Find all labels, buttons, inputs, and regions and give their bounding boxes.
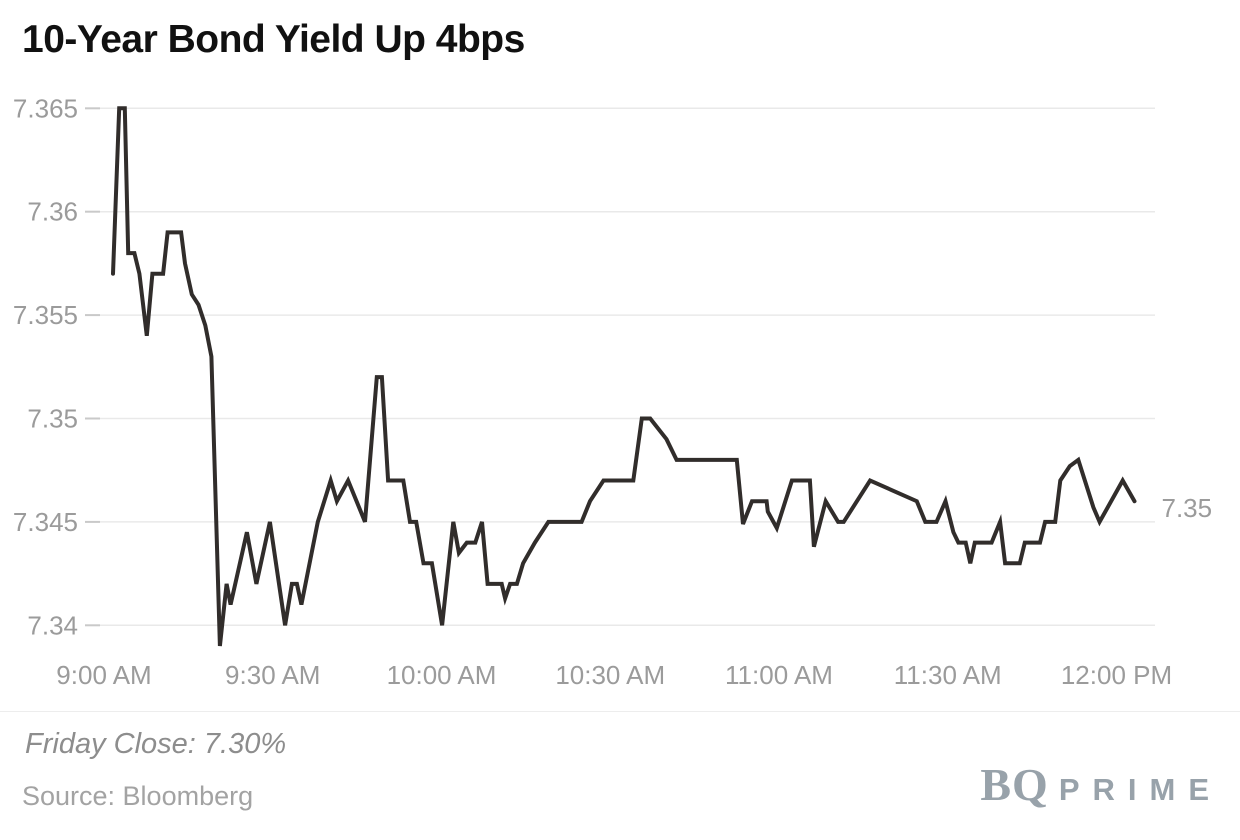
x-tick-label: 9:30 AM — [225, 660, 320, 690]
chart-title: 10-Year Bond Yield Up 4bps — [22, 18, 525, 61]
y-tick-label: 7.345 — [13, 507, 78, 537]
x-tick-label: 9:00 AM — [56, 660, 151, 690]
current-value-label: 7.35 — [1162, 493, 1213, 523]
yield-line — [111, 106, 1137, 647]
y-tick-label: 7.365 — [13, 93, 78, 123]
logo-prime-wordmark: PRIME — [1058, 772, 1222, 807]
x-tick-label: 10:30 AM — [555, 660, 665, 690]
logo-bq-monogram: BQ — [980, 759, 1049, 810]
bq-prime-logo: BQ PRIME — [980, 758, 1222, 811]
yield-line-chart: 7.365 7.36 7.355 7.35 7.345 7.34 9:00 AM 9:30 A… — [13, 93, 1213, 690]
y-tick-label: 7.35 — [27, 404, 78, 434]
y-tick-label: 7.36 — [27, 197, 78, 227]
footer-divider — [0, 711, 1240, 712]
x-tick-label: 11:00 AM — [725, 660, 833, 690]
friday-close-annotation: Friday Close: 7.30% — [25, 728, 287, 760]
x-tick-label: 12:00 PM — [1061, 660, 1172, 690]
source-credit: Source: Bloomberg — [22, 781, 254, 811]
x-tick-label: 10:00 AM — [387, 660, 497, 690]
x-tick-label: 11:30 AM — [894, 660, 1002, 690]
y-tick-label: 7.34 — [27, 610, 78, 640]
y-tick-label: 7.355 — [13, 300, 78, 330]
